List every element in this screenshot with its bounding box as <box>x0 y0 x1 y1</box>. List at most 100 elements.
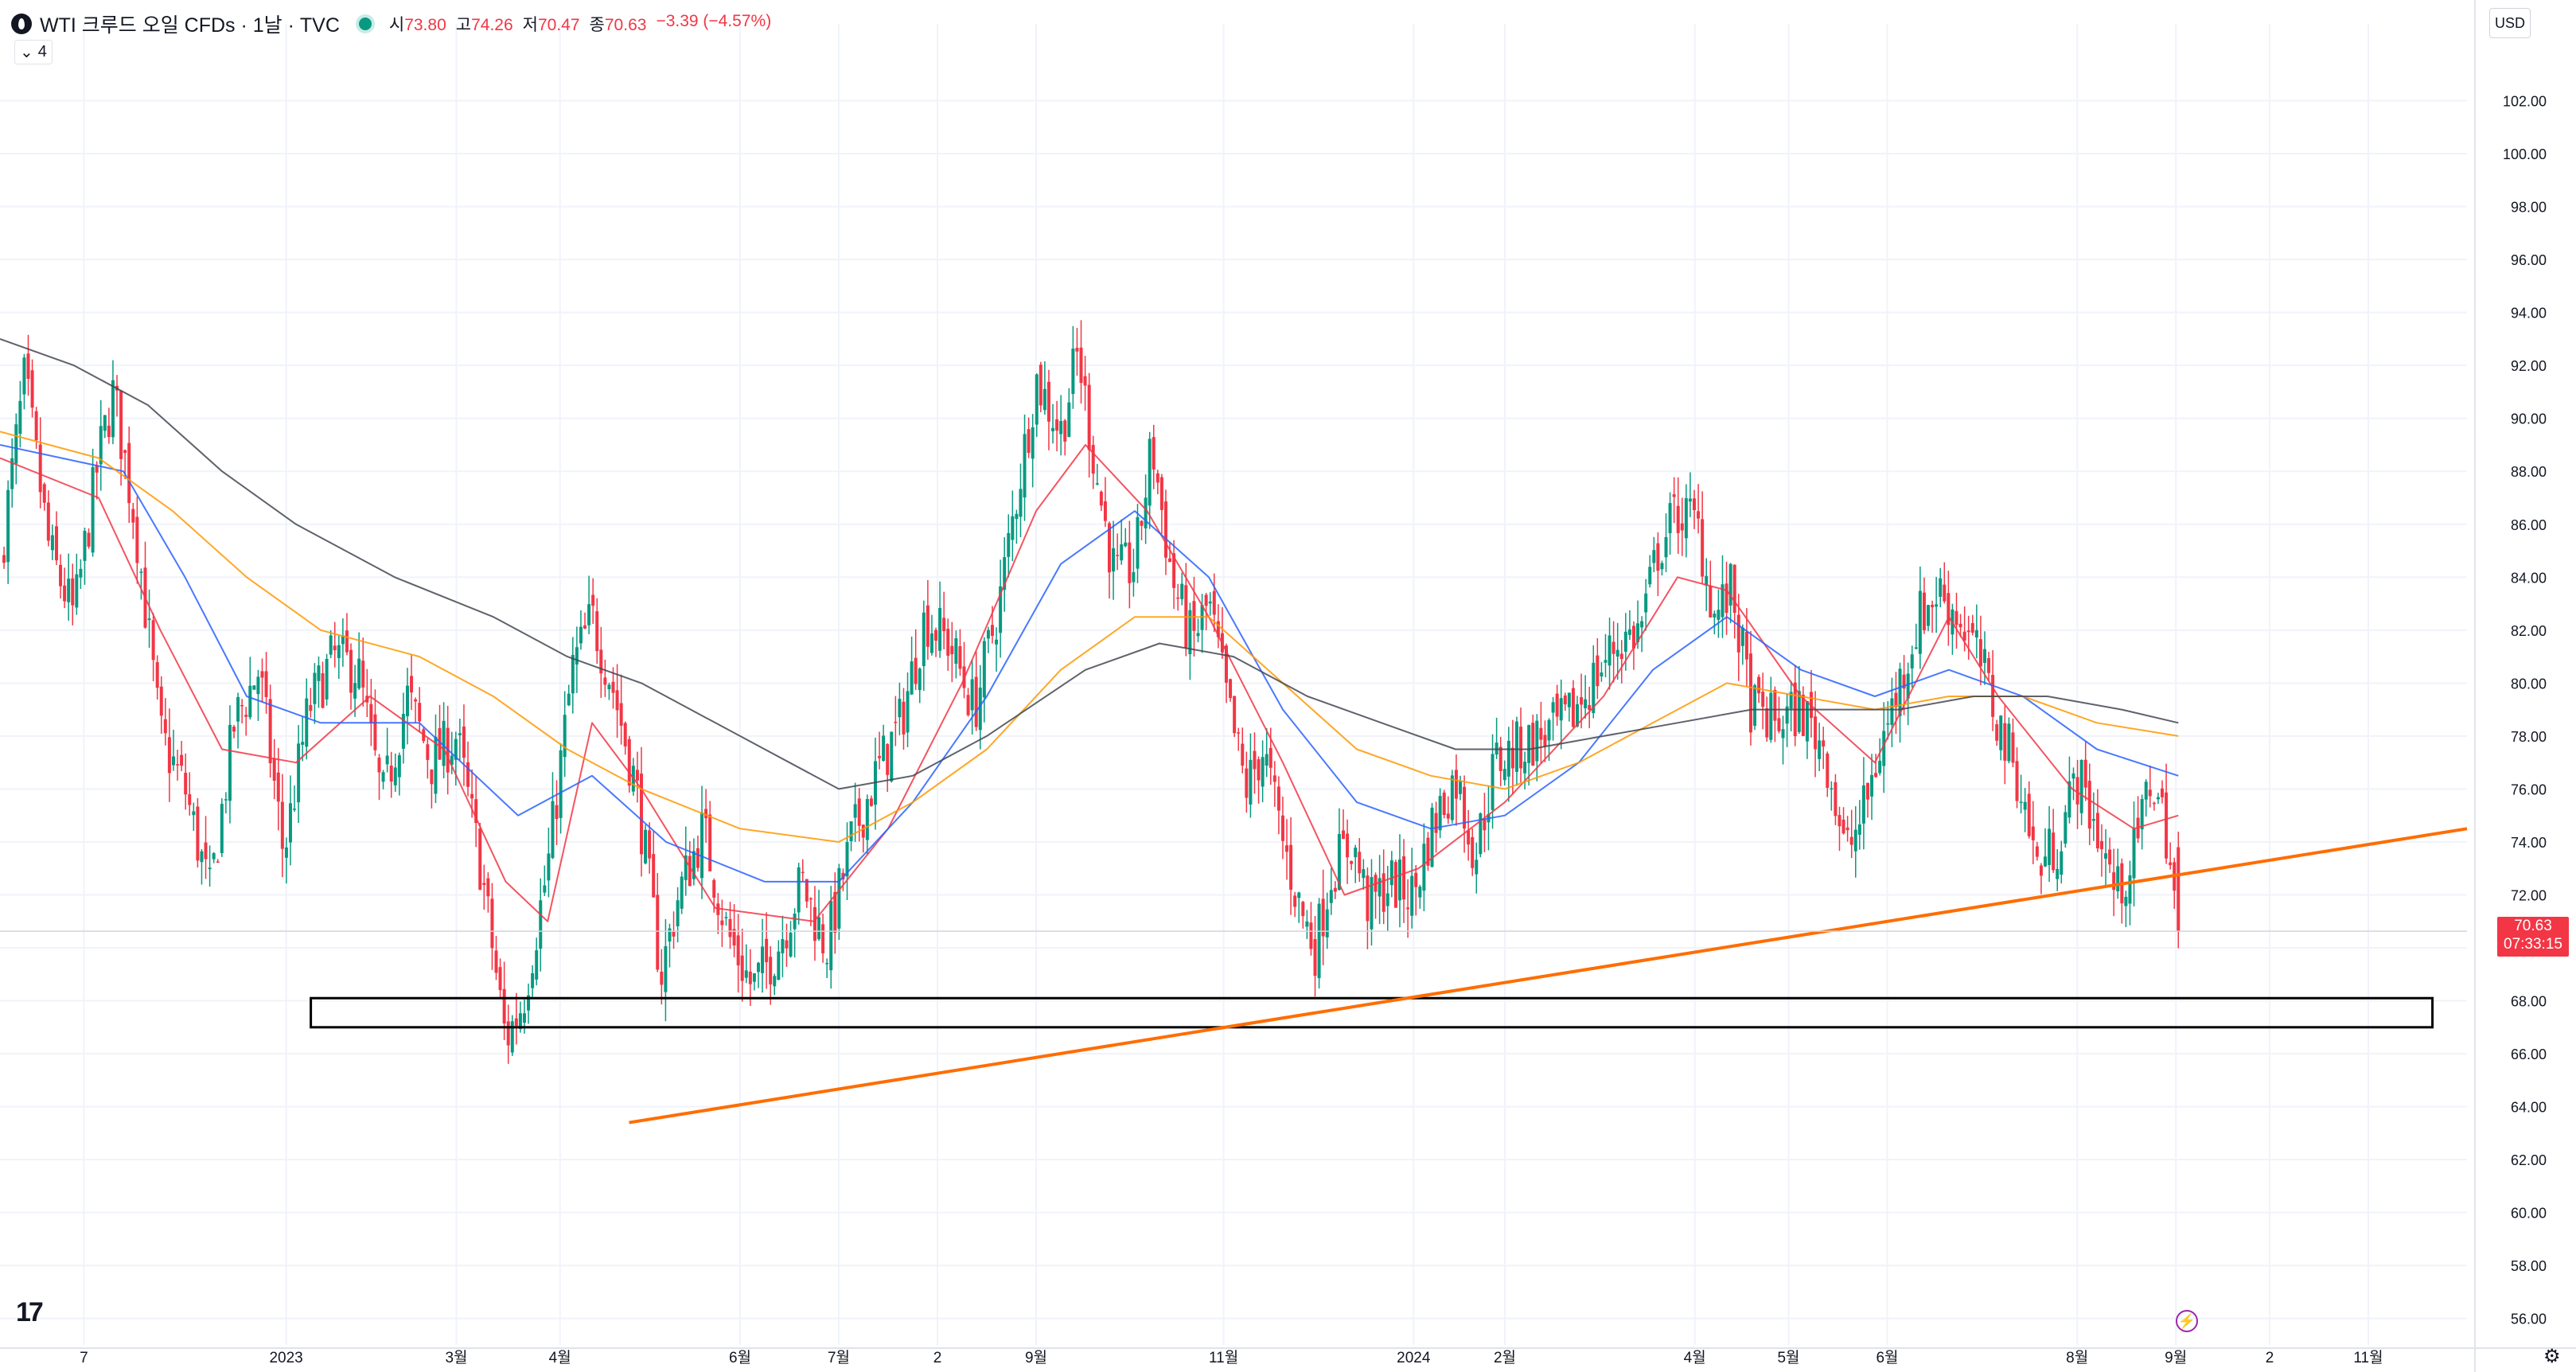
y-tick-label: 82.00 <box>2511 623 2547 639</box>
candle-up <box>1208 601 1212 604</box>
candle-down <box>135 516 139 563</box>
candle-down <box>2095 813 2099 849</box>
candle-down <box>1611 641 1615 654</box>
candle-down <box>264 671 268 697</box>
candle-down <box>1510 747 1514 769</box>
candle-down <box>1987 657 1991 673</box>
candle-down <box>1519 727 1523 769</box>
candle-up <box>305 698 309 747</box>
y-tick-label: 66.00 <box>2511 1047 2547 1062</box>
candle-up <box>1136 516 1140 569</box>
candle-down <box>1366 875 1370 922</box>
candle-up <box>1422 844 1426 891</box>
open-value: 73.80 <box>404 16 446 34</box>
candle-up <box>1644 593 1648 613</box>
currency-button[interactable]: USD <box>2489 8 2531 38</box>
candle-down <box>599 649 603 674</box>
candle-down <box>1672 494 1676 497</box>
candle-down <box>2112 872 2116 891</box>
candle-down <box>1229 679 1233 699</box>
y-tick-label: 90.00 <box>2511 411 2547 427</box>
candle-up <box>1652 550 1656 563</box>
candle-down <box>611 681 615 693</box>
candle-down <box>470 793 474 799</box>
candle-up <box>1523 762 1527 774</box>
candle-down <box>1107 523 1111 573</box>
candle-up <box>2144 781 2148 800</box>
candle-up <box>2067 781 2071 818</box>
candle-down <box>805 879 809 902</box>
oil-drop-icon <box>11 14 32 34</box>
gear-icon[interactable]: ⚙ <box>2543 1346 2561 1367</box>
candle-up <box>1329 890 1333 903</box>
candle-up <box>200 851 204 863</box>
candle-up <box>212 853 216 859</box>
candle-down <box>813 906 816 941</box>
candle-up <box>220 804 224 853</box>
lightning-icon[interactable]: ⚡ <box>2176 1310 2198 1332</box>
candle-down <box>1245 768 1249 798</box>
candle-down <box>914 657 918 684</box>
close-value: 70.63 <box>604 16 647 34</box>
candle-down <box>1454 770 1458 799</box>
candle-down <box>716 903 720 915</box>
candle-down <box>1426 837 1430 866</box>
candle-down <box>1588 704 1592 711</box>
candle-down <box>345 630 349 653</box>
y-tick-label: 86.00 <box>2511 517 2547 533</box>
candle-up <box>1935 604 1939 607</box>
candle-down <box>809 898 813 900</box>
candle-up <box>228 724 232 801</box>
candle-down <box>486 878 490 897</box>
candle-down <box>2052 832 2056 871</box>
candle-up <box>982 641 986 698</box>
candle-down <box>167 737 171 774</box>
symbol-title[interactable]: WTI 크루드 오일 CFDs · 1날 · TVC <box>40 14 340 37</box>
candle-down <box>180 754 184 766</box>
candle-down <box>966 695 970 715</box>
candle-down <box>1233 696 1237 734</box>
candle-up <box>518 1013 522 1030</box>
candle-down <box>244 715 248 717</box>
candle-down <box>1837 815 1841 827</box>
indicator-toggle[interactable]: ⌄ 4 <box>14 40 53 64</box>
candle-up <box>1608 635 1611 666</box>
candle-down <box>1393 862 1397 908</box>
candle-down <box>361 661 365 688</box>
candle-up <box>954 638 958 664</box>
low-value: 70.47 <box>537 16 580 34</box>
legend-header: WTI 크루드 오일 CFDs · 1날 · TVC 시73.80 고74.26… <box>11 8 771 40</box>
candle-down <box>377 757 381 773</box>
bar-countdown: 07:33:15 <box>2504 936 2562 953</box>
candle-up <box>1317 903 1321 979</box>
tradingview-logo[interactable]: 17 <box>16 1297 44 1327</box>
candle-down <box>1350 860 1354 864</box>
candle-down <box>1083 376 1087 386</box>
candle-up <box>1781 729 1785 739</box>
candle-down <box>950 645 954 655</box>
candle-down <box>1280 815 1284 841</box>
candle-down <box>272 758 276 781</box>
candle-up <box>99 426 103 465</box>
candle-down <box>1063 420 1067 442</box>
candle-up <box>1011 516 1015 540</box>
candle-down <box>1414 872 1418 887</box>
candle-down <box>42 484 46 503</box>
candle-up <box>1249 759 1253 805</box>
candle-up <box>527 995 531 1011</box>
candle-up <box>543 885 547 893</box>
candle-up <box>1196 633 1200 637</box>
candle-up <box>434 736 438 794</box>
candle-up <box>531 972 535 988</box>
moving-average-line <box>0 431 2179 843</box>
candle-down <box>708 814 712 871</box>
candle-down <box>59 564 63 587</box>
candle-up <box>1180 583 1184 599</box>
candle-up <box>1576 704 1580 727</box>
candle-down <box>1406 907 1410 910</box>
candle-down <box>990 625 994 636</box>
candle-up <box>397 755 401 778</box>
candle-down <box>1342 830 1346 840</box>
candle-down <box>2011 732 2015 763</box>
